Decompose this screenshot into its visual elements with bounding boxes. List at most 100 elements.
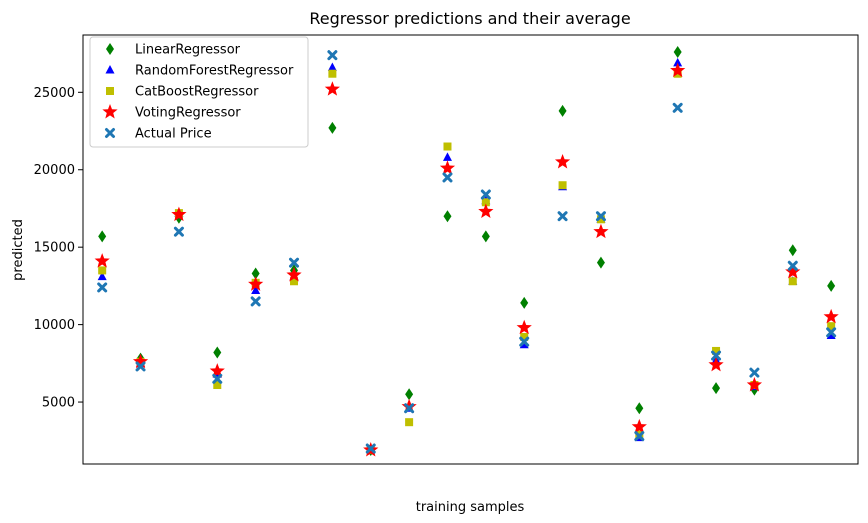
- data-point: [98, 230, 107, 243]
- data-point: [827, 322, 836, 331]
- x-axis-label: training samples: [416, 500, 525, 515]
- data-point: [405, 418, 414, 427]
- legend-label: LinearRegressor: [135, 43, 241, 58]
- legend-item: VotingRegressor: [102, 104, 241, 121]
- data-point: [97, 271, 107, 281]
- data-point: [442, 172, 453, 183]
- y-tick-label: 10000: [34, 318, 75, 333]
- data-point: [97, 282, 108, 293]
- data-point: [442, 152, 452, 161]
- data-point: [519, 339, 529, 349]
- legend-label: VotingRegressor: [135, 106, 241, 121]
- data-point: [631, 418, 647, 434]
- data-point: [251, 267, 260, 280]
- data-point: [404, 403, 415, 414]
- data-point: [558, 181, 567, 190]
- data-point: [401, 398, 417, 414]
- data-point: [708, 356, 724, 372]
- legend-marker: [106, 43, 114, 55]
- data-point: [328, 121, 337, 134]
- data-point: [558, 104, 567, 117]
- legend-marker: [106, 87, 114, 95]
- data-point: [365, 443, 376, 454]
- data-point: [213, 346, 222, 359]
- data-point: [557, 211, 568, 222]
- data-point: [443, 142, 452, 151]
- data-point: [596, 256, 605, 269]
- data-point: [520, 333, 529, 342]
- y-axis: 5000 10000 15000 20000 25000: [34, 86, 83, 411]
- data-point: [673, 57, 683, 67]
- data-point: [788, 277, 797, 286]
- data-point: [672, 102, 683, 113]
- y-tick-label: 20000: [34, 163, 75, 178]
- legend-marker: [102, 104, 118, 119]
- data-point: [673, 46, 682, 59]
- legend-item: CatBoostRegressor: [106, 85, 259, 100]
- data-point: [478, 203, 494, 219]
- legend-label: RandomForestRegressor: [135, 64, 294, 79]
- legend-frame: [89, 36, 309, 148]
- legend-item: LinearRegressor: [106, 43, 241, 58]
- y-tick-label: 15000: [34, 241, 75, 256]
- legend: LinearRegressor RandomForestRegressor CatB…: [89, 36, 309, 148]
- data-point: [94, 253, 110, 268]
- data-point: [290, 277, 299, 286]
- data-point: [324, 81, 340, 96]
- data-point: [712, 382, 721, 395]
- data-point: [519, 336, 530, 347]
- data-point: [712, 346, 721, 355]
- data-point: [746, 377, 763, 392]
- data-point: [481, 198, 490, 207]
- data-point: [286, 267, 302, 282]
- data-point: [405, 388, 414, 401]
- data-point: [250, 296, 261, 307]
- data-point: [520, 296, 529, 309]
- data-point: [209, 363, 225, 378]
- data-point: [132, 353, 149, 369]
- data-point: [596, 215, 605, 224]
- data-point: [327, 62, 337, 72]
- data-point: [327, 50, 338, 61]
- series-actual-price: [97, 50, 837, 454]
- y-tick-label: 25000: [34, 86, 75, 101]
- data-point: [554, 154, 571, 169]
- y-axis-label: predicted: [11, 219, 26, 281]
- data-point: [749, 367, 760, 378]
- data-point: [787, 260, 798, 271]
- data-point: [635, 402, 644, 415]
- chart-title: Regressor predictions and their average: [309, 9, 630, 28]
- data-point: [670, 62, 686, 78]
- data-point: [173, 226, 184, 237]
- data-point: [593, 223, 609, 239]
- data-point: [516, 319, 532, 335]
- data-point: [328, 69, 337, 78]
- legend-item: Actual Price: [105, 127, 212, 142]
- data-point: [251, 285, 261, 295]
- data-point: [213, 381, 222, 390]
- legend-item: RandomForestRegressor: [105, 64, 294, 79]
- series-votingregressor: [94, 62, 839, 457]
- legend-marker: [105, 128, 115, 138]
- data-point: [595, 211, 606, 222]
- data-point: [171, 206, 187, 222]
- legend-label: Actual Price: [135, 127, 212, 142]
- data-point: [439, 160, 456, 175]
- data-point: [248, 276, 264, 291]
- data-point: [788, 244, 797, 257]
- data-point: [443, 210, 452, 223]
- legend-marker: [105, 65, 115, 74]
- data-point: [212, 373, 223, 384]
- data-point: [827, 279, 836, 292]
- data-point: [135, 361, 146, 372]
- data-point: [823, 308, 839, 324]
- data-point: [289, 257, 300, 268]
- data-point: [785, 263, 801, 279]
- data-point: [634, 431, 645, 442]
- y-tick-label: 5000: [42, 396, 75, 411]
- data-point: [480, 189, 491, 200]
- legend-label: CatBoostRegressor: [135, 85, 259, 100]
- data-point: [826, 330, 836, 339]
- data-point: [711, 350, 722, 361]
